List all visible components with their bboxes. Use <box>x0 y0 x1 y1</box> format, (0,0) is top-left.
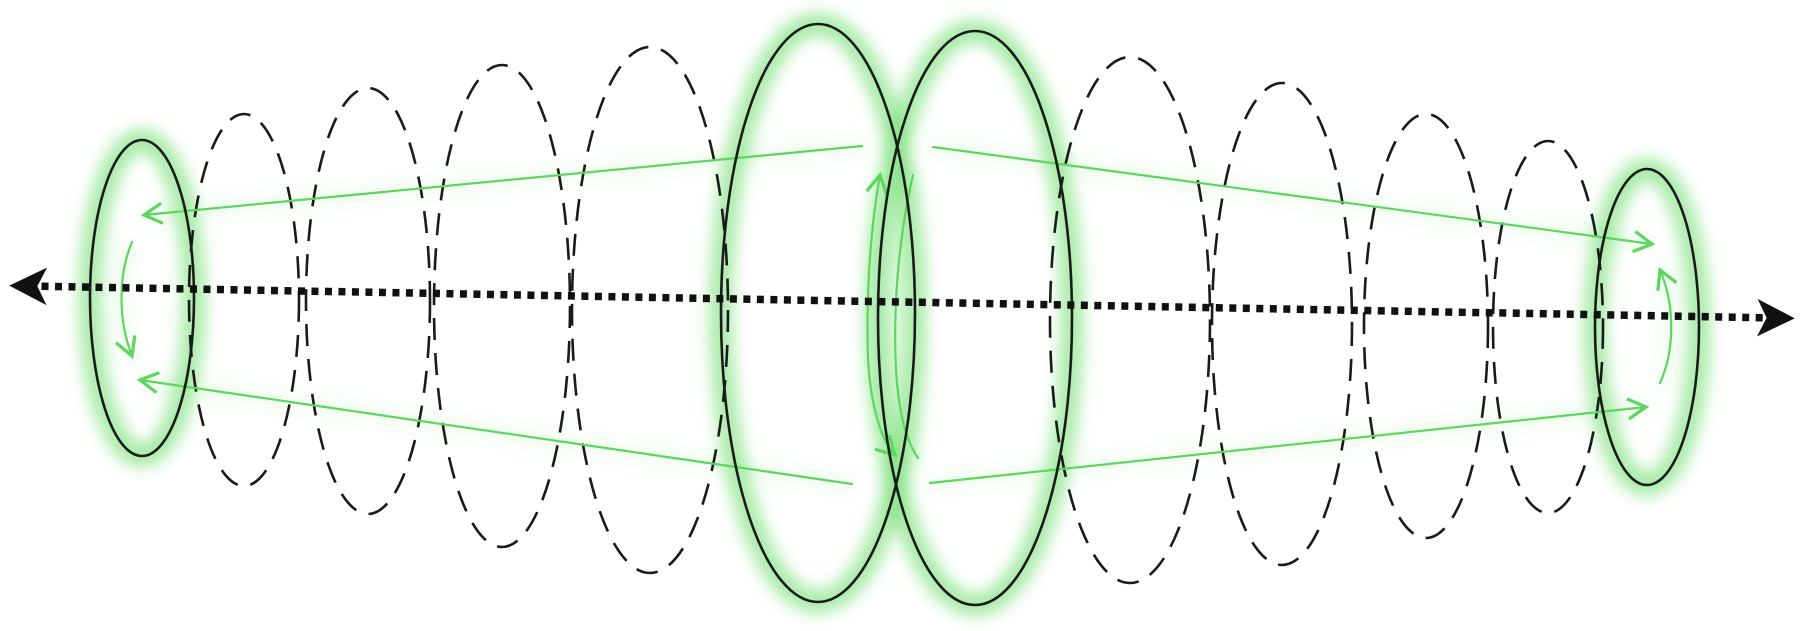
field-line-bottom-right <box>928 397 1650 485</box>
central-axis <box>9 267 1795 337</box>
dashed-ring-10 <box>1362 112 1490 540</box>
ring-glow-7 <box>871 24 1079 612</box>
field-lines <box>114 144 1678 486</box>
dashed-ring-3 <box>304 86 432 516</box>
dashed-ring-9 <box>1210 81 1354 567</box>
field-line-top-left <box>140 144 864 225</box>
solid-ring-1 <box>88 138 196 458</box>
dashed-ring-4 <box>432 63 572 549</box>
rotation-arrow-right <box>1656 266 1678 385</box>
dashed-ring-2 <box>187 112 301 488</box>
dashed-ring-5 <box>570 45 730 575</box>
field-line-top-right <box>931 145 1656 254</box>
solid-ring-12 <box>1593 167 1701 487</box>
field-line-center-left-arc <box>865 171 898 458</box>
rotation-arrow-left <box>114 240 137 360</box>
dashed-ring-11 <box>1491 139 1605 515</box>
ring-glow-6 <box>714 17 922 609</box>
field-line-bottom-left <box>136 371 854 486</box>
